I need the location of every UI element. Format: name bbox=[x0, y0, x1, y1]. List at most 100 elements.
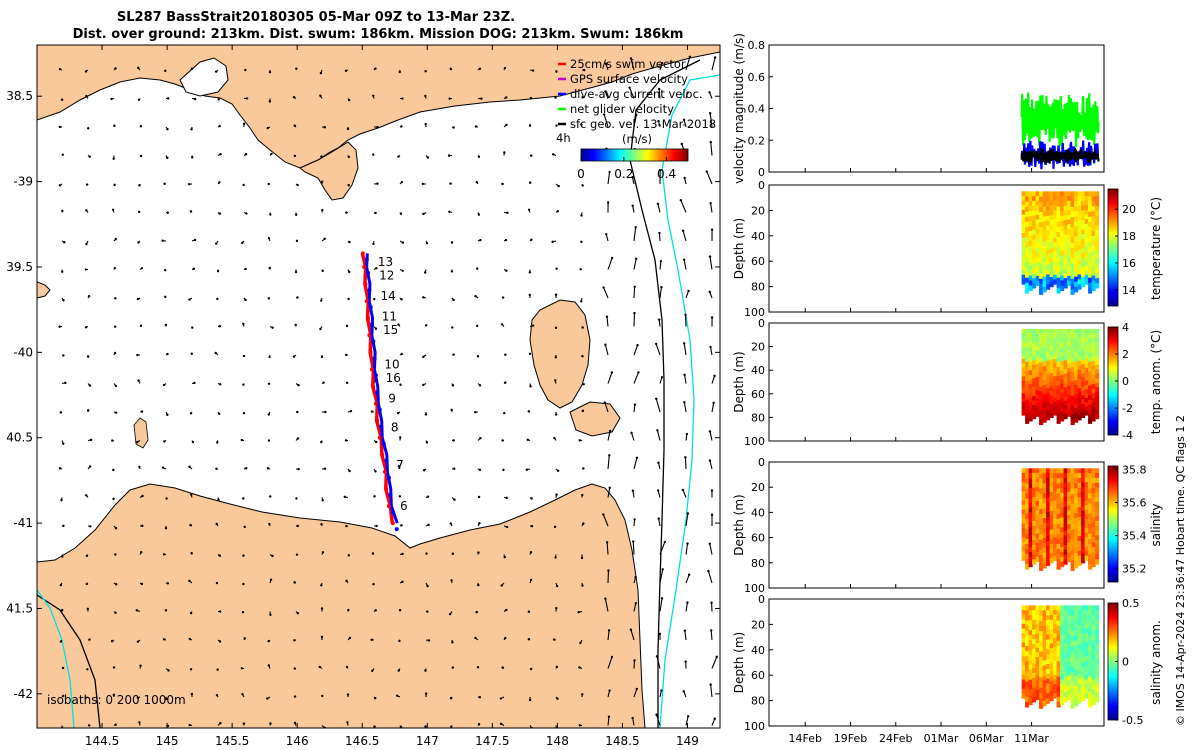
sal_anom-cell bbox=[1095, 677, 1100, 684]
temperature-cell bbox=[1039, 217, 1044, 223]
temp_anom-cell bbox=[1060, 361, 1065, 367]
salinity-cell bbox=[1049, 477, 1054, 484]
salinity-cell bbox=[1056, 503, 1061, 510]
salinity-cell bbox=[1074, 518, 1079, 524]
temperature-cell bbox=[1021, 242, 1026, 248]
sfc-geo-arrow-head bbox=[166, 413, 169, 416]
sfc-geo-arrow-head bbox=[188, 637, 192, 641]
temperature-cell bbox=[1095, 234, 1100, 241]
temp_anom-cell bbox=[1088, 357, 1093, 363]
salinity-cell bbox=[1032, 468, 1037, 474]
sfc-geo-arrow-head bbox=[602, 513, 605, 516]
salinity-cell bbox=[1074, 473, 1079, 479]
sal_anom-cell bbox=[1077, 654, 1082, 660]
temperature-cell bbox=[1042, 256, 1047, 263]
salinity-cell bbox=[1039, 498, 1044, 505]
sfc-geo-arrow-head bbox=[267, 237, 271, 240]
salinity-cell bbox=[1091, 546, 1096, 553]
salinity-cell bbox=[1088, 493, 1093, 500]
temp_anom-cell bbox=[1039, 400, 1044, 406]
sal_anom-cell bbox=[1084, 647, 1089, 653]
temperature-cell bbox=[1046, 259, 1051, 266]
sfc-geo-arrow-head bbox=[323, 237, 326, 241]
temp_anom-cell bbox=[1081, 382, 1086, 388]
day-label: 9 bbox=[388, 391, 396, 405]
temp_anom-cell bbox=[1049, 355, 1054, 361]
temp_anom-cell bbox=[1032, 373, 1037, 379]
temp_anom-cell bbox=[1070, 343, 1075, 349]
salinity-cell bbox=[1081, 501, 1086, 507]
temp_anom-cell bbox=[1084, 384, 1089, 390]
sal_anom-cell bbox=[1091, 674, 1096, 681]
sfc-geo-arrow-head bbox=[686, 601, 689, 604]
temperature-cell bbox=[1028, 201, 1033, 207]
sfc-geo-arrow-head bbox=[345, 324, 349, 328]
sal_anom-cell bbox=[1088, 630, 1093, 637]
sfc-geo-arrow-head bbox=[165, 497, 168, 500]
temp_anom-cell bbox=[1021, 389, 1026, 395]
sal_anom-cell bbox=[1088, 656, 1093, 662]
temperature-cell bbox=[1063, 234, 1068, 241]
sfc-geo-arrow-head bbox=[554, 96, 557, 99]
salinity-cell bbox=[1028, 527, 1033, 533]
speed-colorbar-label: (m/s) bbox=[622, 132, 652, 146]
sfc-geo-arrow bbox=[633, 227, 637, 242]
salinity-cell bbox=[1035, 500, 1040, 507]
salinity-cell bbox=[1028, 483, 1033, 489]
sal_anom-cell bbox=[1091, 649, 1096, 656]
sal_anom-cell bbox=[1084, 637, 1089, 644]
dac-track-point bbox=[390, 510, 395, 515]
sfc-geo-arrow-head bbox=[343, 495, 346, 499]
sal_anom-cell bbox=[1056, 681, 1061, 688]
temperature-cell bbox=[1084, 242, 1089, 248]
salinity-cell bbox=[1081, 543, 1086, 550]
sfc-geo-arrow-head bbox=[347, 155, 351, 159]
temp_anom-cell bbox=[1056, 376, 1061, 382]
temp_anom-cell bbox=[1028, 393, 1033, 399]
sfc-geo-arrow-head bbox=[218, 124, 221, 128]
sfc-geo-arrow-head bbox=[527, 208, 531, 211]
sfc-geo-arrow-head bbox=[193, 381, 196, 385]
sfc-geo-arrow bbox=[633, 286, 636, 299]
salinity-cell bbox=[1077, 526, 1082, 532]
sfc-geo-arrow-head bbox=[324, 410, 327, 414]
sal_anom-cell bbox=[1021, 679, 1026, 685]
temperature-cell bbox=[1025, 216, 1030, 223]
day-label: 14 bbox=[380, 289, 395, 303]
temp_anom-cell bbox=[1081, 377, 1086, 383]
temp_anom-cell bbox=[1021, 367, 1026, 373]
sfc-geo-arrow-head bbox=[243, 525, 246, 529]
temp_anom-cell bbox=[1063, 382, 1068, 388]
temperature-cell bbox=[1074, 286, 1079, 293]
sfc-geo-arrow-head bbox=[527, 637, 531, 641]
salinity-cell bbox=[1039, 560, 1044, 566]
temperature-cell bbox=[1039, 232, 1044, 239]
temperature-cell bbox=[1077, 254, 1082, 261]
sfc-geo-arrow-head bbox=[347, 183, 350, 187]
sfc-geo-arrow-head bbox=[604, 90, 607, 93]
temperature-cell bbox=[1091, 226, 1096, 232]
day-label: 6 bbox=[400, 499, 408, 513]
temp_anom-cell bbox=[1056, 394, 1061, 401]
sal_anom-cell bbox=[1025, 651, 1030, 657]
temperature-cell bbox=[1074, 211, 1079, 218]
salinity-cell bbox=[1067, 552, 1072, 558]
sfc-geo-arrow-head bbox=[629, 628, 633, 631]
temp_anom-cell bbox=[1025, 390, 1030, 396]
sfc-geo-arrow-head bbox=[687, 573, 691, 576]
temperature-cell bbox=[1081, 281, 1086, 288]
temp_anom-cell bbox=[1025, 333, 1030, 339]
sfc-geo-arrow bbox=[659, 62, 663, 71]
sal_anom-cell bbox=[1077, 629, 1082, 636]
temperature-ylabel: Depth (m) bbox=[732, 218, 746, 279]
sfc-geo-arrow-head bbox=[424, 725, 427, 728]
sfc-geo-arrow-head bbox=[505, 525, 509, 529]
temp_anom-cell bbox=[1039, 414, 1044, 421]
temp_anom-cell bbox=[1035, 411, 1040, 417]
temp_anom-cell bbox=[1077, 328, 1082, 335]
sfc-geo-arrow-head bbox=[188, 723, 191, 727]
temperature-cell bbox=[1095, 220, 1100, 226]
sfc-geo-arrow-head bbox=[633, 518, 636, 521]
temperature-cell bbox=[1046, 279, 1051, 285]
sal_anom-cell bbox=[1028, 625, 1033, 631]
